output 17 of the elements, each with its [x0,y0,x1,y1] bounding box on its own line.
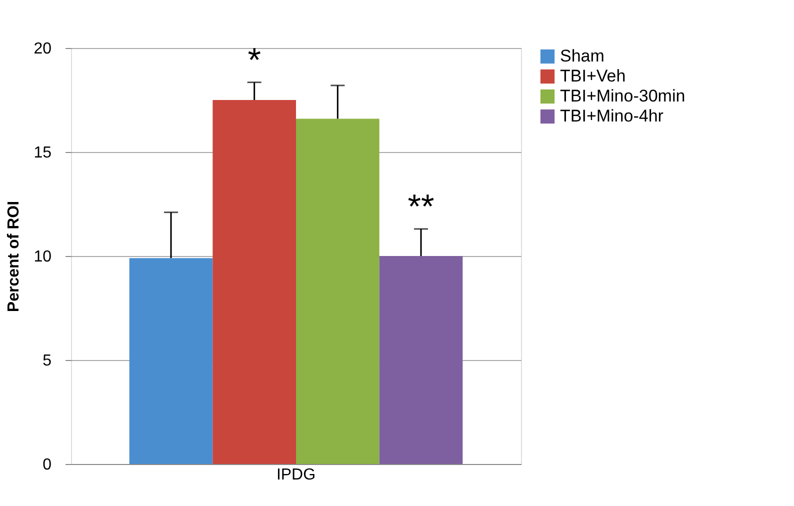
y-tick-label: 0 [42,456,52,474]
y-tick-label: 10 [34,248,52,266]
legend-label: TBI+Veh [560,66,626,86]
x-tick-label: IPDG [276,466,316,484]
bar [129,258,213,464]
y-tick-label: 20 [34,40,52,58]
bar [212,100,296,464]
y-tick-label: 15 [34,144,52,162]
bar [379,256,463,464]
legend-label: Sham [560,46,604,66]
y-axis-title: Percent of ROI [6,200,23,312]
y-tick-label: 5 [42,352,52,370]
legend-label: TBI+Mino-30min [560,86,686,106]
legend-label: TBI+Mino-4hr [560,106,664,126]
annotation: * [248,41,261,80]
bar [296,118,380,464]
annotation: ** [408,188,434,226]
